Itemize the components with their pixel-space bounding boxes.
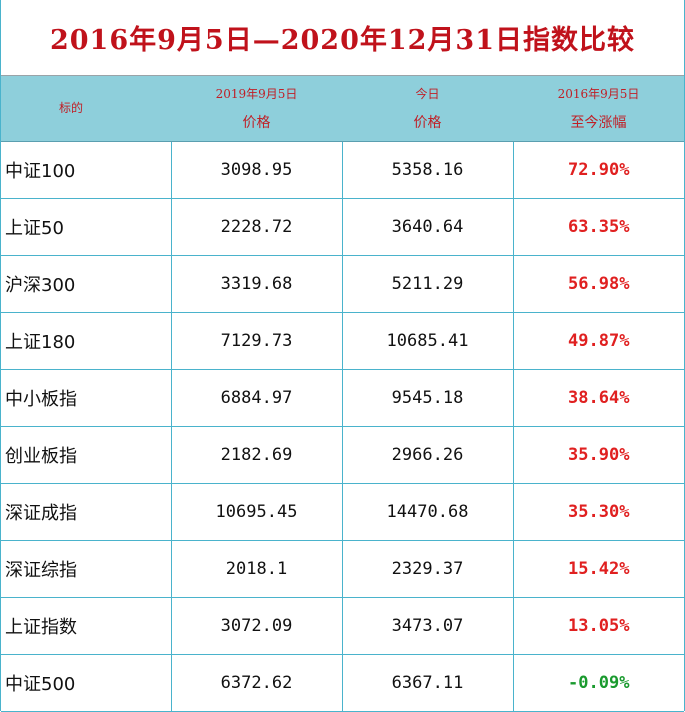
table-row: 上证180 7129.73 10685.41 49.87%	[1, 312, 684, 370]
table-body: 中证100 3098.95 5358.16 72.90% 上证50 2228.7…	[1, 141, 684, 712]
index-name: 中小板指	[1, 369, 172, 427]
today-price: 2329.37	[341, 540, 514, 598]
index-name: 创业板指	[1, 426, 172, 484]
index-name: 中证500	[1, 654, 172, 712]
today-price: 2966.26	[341, 426, 514, 484]
table-row: 深证综指 2018.1 2329.37 15.42%	[1, 540, 684, 598]
table-row: 上证50 2228.72 3640.64 63.35%	[1, 198, 684, 256]
title-bar: 2016年9月5日—2020年12月31日指数比较	[1, 0, 684, 76]
today-price: 3640.64	[341, 198, 514, 256]
today-price: 3473.07	[341, 597, 514, 655]
today-price: 6367.11	[341, 654, 514, 712]
header-start-label: 价格	[242, 114, 271, 131]
table-row: 沪深300 3319.68 5211.29 56.98%	[1, 255, 684, 313]
today-price: 14470.68	[341, 483, 514, 541]
today-price: 9545.18	[341, 369, 514, 427]
table-header: 标的 2019年9月5日 价格 今日 价格 2016年9月5日	[1, 76, 684, 142]
change-percent: 15.42%	[512, 540, 684, 598]
index-name: 深证成指	[1, 483, 172, 541]
header-change-date: 2016年9月5日	[557, 86, 640, 101]
table-row: 中证500 6372.62 6367.11 -0.09%	[1, 654, 684, 712]
header-cell-target: 标的	[1, 76, 171, 142]
comparison-table: 标的 2019年9月5日 价格 今日 价格 2016年9月5日	[1, 76, 684, 712]
change-percent: 35.90%	[512, 426, 684, 484]
start-price: 6884.97	[170, 369, 343, 427]
header-start-stack: 2019年9月5日 价格	[171, 87, 342, 131]
header-cell-start-price: 2019年9月5日 价格	[171, 76, 342, 142]
today-price: 5211.29	[341, 255, 514, 313]
header-target-label: 标的	[58, 101, 83, 115]
page-title: 2016年9月5日—2020年12月31日指数比较	[49, 25, 635, 56]
header-start-date: 2019年9月5日	[215, 86, 298, 101]
start-price: 7129.73	[170, 312, 343, 370]
start-price: 3098.95	[170, 141, 343, 199]
table-row: 中证100 3098.95 5358.16 72.90%	[1, 141, 684, 199]
today-price: 5358.16	[341, 141, 514, 199]
header-today-date: 今日	[415, 86, 440, 101]
start-price: 2018.1	[170, 540, 343, 598]
index-name: 上证180	[1, 312, 172, 370]
index-name: 上证50	[1, 198, 172, 256]
header-cell-change: 2016年9月5日 至今涨幅	[513, 76, 684, 142]
header-change-label: 至今涨幅	[570, 114, 627, 131]
today-price: 10685.41	[341, 312, 514, 370]
table-row: 深证成指 10695.45 14470.68 35.30%	[1, 483, 684, 541]
start-price: 3072.09	[170, 597, 343, 655]
index-name: 深证综指	[1, 540, 172, 598]
change-percent: 49.87%	[512, 312, 684, 370]
start-price: 6372.62	[170, 654, 343, 712]
start-price: 2182.69	[170, 426, 343, 484]
header-change-stack: 2016年9月5日 至今涨幅	[513, 87, 684, 131]
header-today-label: 价格	[413, 114, 442, 131]
change-percent: 72.90%	[512, 141, 684, 199]
start-price: 2228.72	[170, 198, 343, 256]
table-row: 中小板指 6884.97 9545.18 38.64%	[1, 369, 684, 427]
change-percent: -0.09%	[512, 654, 684, 712]
start-price: 10695.45	[170, 483, 343, 541]
header-row: 标的 2019年9月5日 价格 今日 价格 2016年9月5日	[1, 76, 684, 142]
table-row: 创业板指 2182.69 2966.26 35.90%	[1, 426, 684, 484]
index-name: 中证100	[1, 141, 172, 199]
change-percent: 13.05%	[512, 597, 684, 655]
index-name: 上证指数	[1, 597, 172, 655]
header-cell-today-price: 今日 价格	[342, 76, 513, 142]
change-percent: 38.64%	[512, 369, 684, 427]
table-row: 上证指数 3072.09 3473.07 13.05%	[1, 597, 684, 655]
change-percent: 35.30%	[512, 483, 684, 541]
change-percent: 56.98%	[512, 255, 684, 313]
header-today-stack: 今日 价格	[342, 87, 513, 131]
start-price: 3319.68	[170, 255, 343, 313]
change-percent: 63.35%	[512, 198, 684, 256]
index-name: 沪深300	[1, 255, 172, 313]
